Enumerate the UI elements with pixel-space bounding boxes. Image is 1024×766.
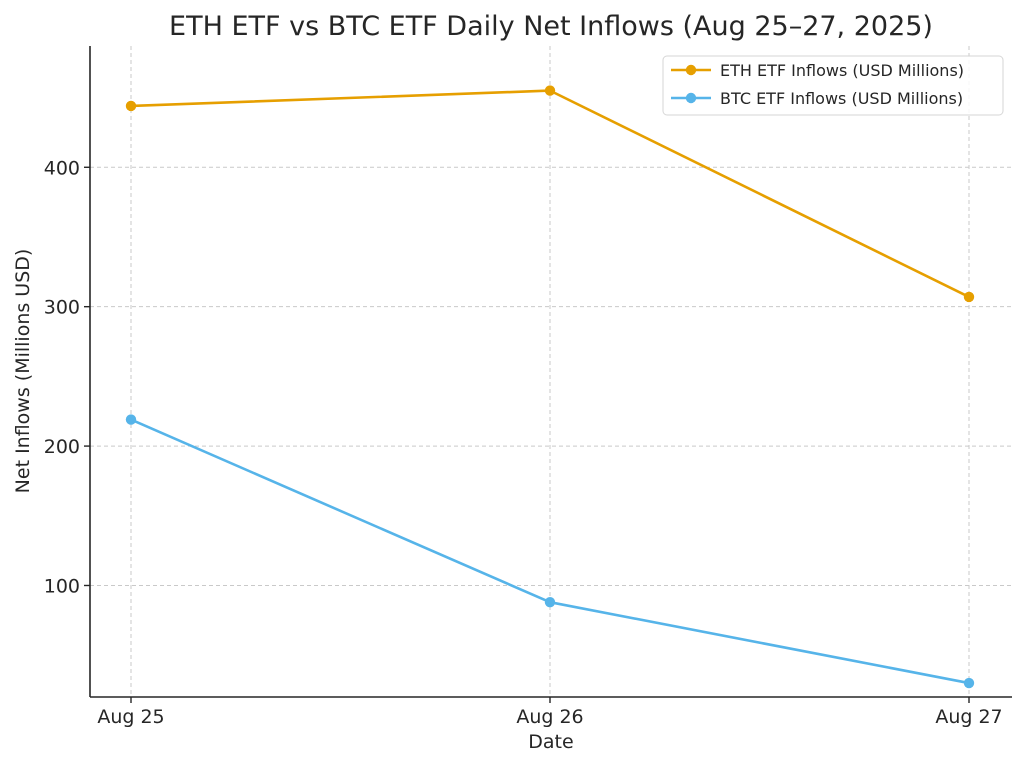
grid	[90, 46, 1012, 697]
legend-label: BTC ETF Inflows (USD Millions)	[720, 89, 963, 108]
y-tick-label: 400	[44, 157, 80, 179]
data-point	[963, 677, 975, 689]
x-tick-label: Aug 26	[516, 706, 583, 728]
data-point	[544, 597, 556, 608]
y-tick-label: 100	[44, 575, 80, 597]
legend-box	[662, 55, 1004, 116]
legend-label: ETH ETF Inflows (USD Millions)	[720, 61, 964, 80]
legend-marker	[685, 64, 697, 76]
y-axis-label: Net Inflows (Millions USD)	[12, 249, 34, 494]
data-point	[125, 100, 137, 112]
series-layer	[125, 85, 975, 689]
x-ticks: Aug 25 Aug 26 Aug 27	[97, 697, 1003, 728]
x-tick-label: Aug 27	[935, 706, 1002, 728]
data-point	[544, 85, 556, 96]
y-tick-label: 300	[44, 297, 80, 319]
x-tick-label: Aug 25	[97, 706, 164, 728]
data-point	[963, 291, 975, 303]
data-point	[125, 414, 137, 425]
x-axis-label: Date	[528, 731, 573, 753]
chart-title: ETH ETF vs BTC ETF Daily Net Inflows (Au…	[169, 11, 933, 42]
legend: ETH ETF Inflows (USD Millions) BTC ETF In…	[662, 55, 1004, 116]
y-tick-label: 200	[44, 436, 80, 458]
legend-marker	[685, 92, 697, 104]
y-ticks: 100 200 300 400	[44, 157, 90, 597]
